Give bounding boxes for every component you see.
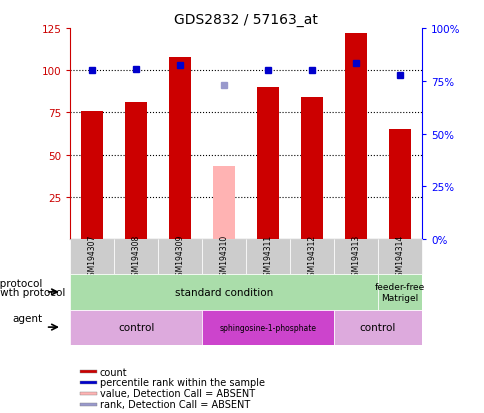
Text: sphingosine-1-phosphate: sphingosine-1-phosphate xyxy=(219,323,316,332)
Bar xyxy=(79,403,97,406)
Bar xyxy=(333,240,377,275)
Bar xyxy=(202,310,333,345)
Text: agent: agent xyxy=(12,313,42,323)
Bar xyxy=(213,167,235,240)
Text: growth protocol: growth protocol xyxy=(0,278,42,288)
Bar xyxy=(245,240,289,275)
Bar xyxy=(79,392,97,395)
Text: value, Detection Call = ABSENT: value, Detection Call = ABSENT xyxy=(100,389,254,399)
Text: standard condition: standard condition xyxy=(175,287,272,297)
Bar xyxy=(169,57,191,240)
Text: control: control xyxy=(359,322,395,332)
Bar xyxy=(81,112,103,240)
Text: GSM194309: GSM194309 xyxy=(175,234,184,280)
Bar xyxy=(377,240,421,275)
Text: growth protocol: growth protocol xyxy=(0,287,65,297)
Bar xyxy=(70,240,114,275)
Bar xyxy=(70,310,202,345)
Bar xyxy=(158,240,202,275)
Text: GSM194308: GSM194308 xyxy=(132,234,140,280)
Bar xyxy=(289,240,333,275)
Bar xyxy=(301,98,322,240)
Text: GSM194313: GSM194313 xyxy=(351,234,360,280)
Bar xyxy=(114,240,158,275)
Text: GSM194311: GSM194311 xyxy=(263,234,272,280)
Text: rank, Detection Call = ABSENT: rank, Detection Call = ABSENT xyxy=(100,399,249,409)
Title: GDS2832 / 57163_at: GDS2832 / 57163_at xyxy=(174,12,318,26)
Bar xyxy=(202,240,245,275)
Text: GSM194307: GSM194307 xyxy=(88,234,97,280)
Bar xyxy=(344,34,366,240)
Text: percentile rank within the sample: percentile rank within the sample xyxy=(100,377,264,387)
Text: GSM194310: GSM194310 xyxy=(219,234,228,280)
Bar xyxy=(125,103,147,240)
Bar xyxy=(79,370,97,373)
Bar xyxy=(377,275,421,310)
Bar xyxy=(388,130,410,240)
Text: count: count xyxy=(100,367,127,377)
Bar xyxy=(257,88,278,240)
Bar xyxy=(70,275,377,310)
Bar xyxy=(333,310,421,345)
Text: GSM194314: GSM194314 xyxy=(394,234,404,280)
Text: feeder-free
Matrigel: feeder-free Matrigel xyxy=(374,282,424,302)
Bar xyxy=(79,381,97,384)
Text: GSM194312: GSM194312 xyxy=(307,234,316,280)
Text: control: control xyxy=(118,322,154,332)
